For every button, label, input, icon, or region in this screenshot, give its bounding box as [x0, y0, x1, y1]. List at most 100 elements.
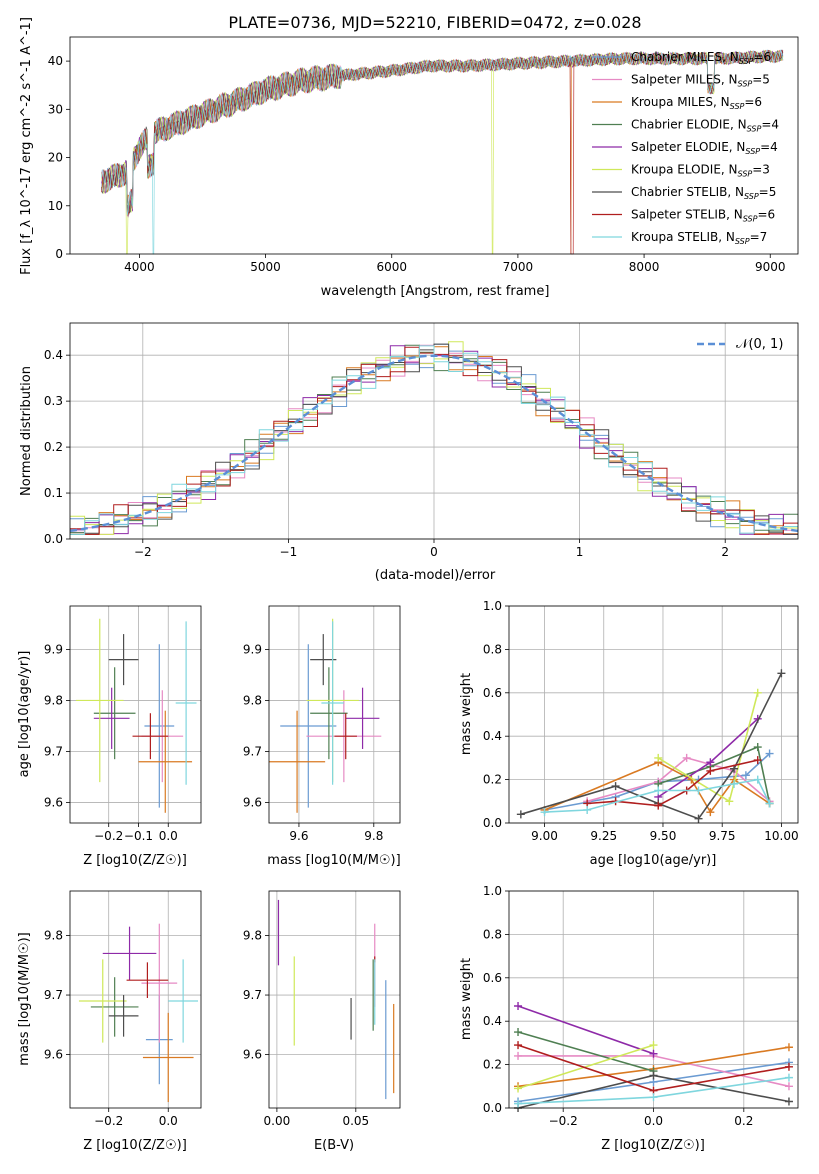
mass-weight-point-kroupa-stelib — [730, 779, 739, 788]
mass-weight-vs-age-plot-area — [509, 606, 798, 823]
x-tick-label: 9.6 — [289, 829, 308, 843]
mass-weight-point-chabrier-stelib — [784, 1097, 793, 1106]
errorbar-chabrier-elodie — [310, 667, 348, 760]
y-tick-label: 9.8 — [243, 929, 262, 943]
y-tick-label: 0.0 — [483, 1101, 502, 1115]
y-tick-label: 0.1 — [44, 486, 63, 500]
x-tick-label: −1 — [280, 545, 298, 559]
age-vs-metallicity-plot-area — [70, 606, 201, 823]
y-tick-label: 30 — [48, 102, 63, 116]
mass-weight-point-kroupa-elodie — [725, 797, 734, 806]
y-tick-label: 9.6 — [44, 1047, 63, 1061]
y-tick-label: 0.0 — [44, 532, 63, 546]
mass-weight-line-chabrier-miles — [544, 753, 771, 811]
y-tick-label: 9.6 — [243, 796, 262, 810]
mass-weight-vs-metallicity-marks: −0.2 0.0 0.2 0.0 0.2 0.4 0.6 0.8 1.0 — [483, 884, 798, 1128]
errorbar-kroupa-stelib — [168, 959, 199, 1043]
age-vs-mass-frame — [268, 605, 401, 824]
errorbar-salpeter-stelib — [334, 713, 357, 760]
histogram-legend: 𝒩(0, 1) — [697, 337, 783, 352]
x-tick-label: 9000 — [755, 260, 786, 274]
y-tick-label: 9.6 — [243, 1047, 262, 1061]
mass-weight-vs-metallicity-frame — [508, 890, 799, 1109]
histogram-ylabel: Normed distribution — [19, 366, 34, 496]
mass-weight-vs-age-panel: 9.00 9.25 9.50 9.75 10.000.00.20.40.60.81.0 … — [459, 599, 799, 868]
mass-weight-point-salpeter-elodie — [514, 1002, 523, 1011]
y-tick-label: 20 — [48, 151, 63, 165]
mass-vs-ebv-xlabel: E(B-V) — [314, 1138, 354, 1153]
errorbar-chabrier-stelib — [108, 995, 139, 1037]
mass-weight-vs-metallicity-panel: −0.2 0.0 0.2 0.0 0.2 0.4 0.6 0.8 1.0 Z [log10(Z/… — [459, 884, 799, 1153]
y-tick-label: 9.8 — [44, 929, 63, 943]
mass-weight-point-kroupa-stelib — [583, 805, 592, 814]
legend-text-chabrier-stelib: Chabrier STELIB, NSSP=5 — [631, 185, 776, 201]
mass-weight-point-kroupa-stelib — [540, 808, 549, 817]
legend-text-kroupa-stelib: Kroupa STELIB, NSSP=7 — [631, 230, 767, 246]
age-vs-metallicity-ylabel: age [log10(age/yr)] — [17, 651, 32, 778]
mass-vs-ebv-plot-area — [269, 891, 400, 1108]
x-tick-label: 0.0 — [159, 829, 178, 843]
x-tick-label: 6000 — [376, 260, 407, 274]
errorbar-kroupa-elodie — [75, 618, 124, 783]
x-tick-label: 9.8 — [364, 829, 383, 843]
y-tick-label: 0.4 — [483, 729, 502, 743]
x-tick-label: 9.50 — [650, 829, 677, 843]
histogram-panel: −2 −1 0 1 2 0.0 0.1 0.2 0.3 0.4 𝒩(0, 1) (data-mod… — [19, 322, 799, 583]
mass-weight-line-kroupa-elodie — [517, 1044, 654, 1090]
legend-text-salpeter-elodie: Salpeter ELODIE, NSSP=4 — [631, 140, 778, 156]
errorbar-chabrier-miles — [280, 644, 337, 808]
y-tick-label: 0.2 — [44, 440, 63, 454]
mass-vs-metallicity-marks: −0.2 0.0 9.6 9.7 9.8 — [44, 891, 201, 1128]
x-tick-label: 1 — [576, 545, 584, 559]
mass-weight-vs-metallicity-xlabel: Z [log10(Z/Z☉)] — [601, 1138, 705, 1153]
x-tick-label: −2 — [134, 545, 152, 559]
mass-weight-point-kroupa-elodie — [649, 1041, 658, 1050]
mass-weight-vs-age-xlabel: age [log10(age/yr)] — [590, 853, 717, 868]
errorbar-kroupa-stelib — [321, 621, 344, 785]
mass-weight-point-kroupa-stelib — [649, 1093, 658, 1102]
mass-vs-ebv-panel: 0.00 0.05 9.6 9.7 9.8 E(B-V) — [243, 890, 401, 1153]
age-vs-mass-plot-area — [269, 606, 400, 823]
mass-weight-point-kroupa-stelib — [654, 786, 663, 795]
y-tick-label: 0.0 — [483, 816, 502, 830]
errorbar-kroupa-miles — [269, 710, 326, 813]
spectrum-panel: 4000 5000 6000 7000 8000 9000 0 10 20 30 40 Chabri… — [19, 17, 799, 299]
histogram-xlabel: (data-model)/error — [375, 568, 496, 583]
mass-weight-point-salpeter-miles — [682, 753, 691, 762]
x-tick-label: 0.00 — [264, 1114, 291, 1128]
mass-weight-vs-metallicity-ylabel: mass weight — [459, 958, 474, 1040]
mass-vs-metallicity-plot-area — [70, 891, 201, 1108]
errorbar-salpeter-stelib — [126, 962, 169, 999]
mass-vs-metallicity-ylabel: mass [log10(M/M☉)] — [17, 932, 32, 1065]
errorbar-salpeter-elodie — [345, 687, 380, 749]
mass-weight-point-kroupa-stelib — [514, 1099, 523, 1108]
errorbar-chabrier-elodie — [93, 667, 136, 760]
mass-weight-line-chabrier-elodie — [657, 745, 771, 804]
spectrum-frame — [69, 36, 799, 255]
y-tick-label: 0.4 — [44, 348, 63, 362]
x-tick-label: 9.00 — [531, 829, 558, 843]
spectrum-line-chabrier-stelib — [101, 50, 784, 214]
y-tick-label: 9.7 — [243, 988, 262, 1002]
x-tick-label: −0.2 — [549, 1114, 578, 1128]
y-tick-label: 0.6 — [483, 686, 502, 700]
mass-vs-metallicity-panel: −0.2 0.0 9.6 9.7 9.8 Z [log10(Z/Z☉)] mass [l… — [17, 890, 202, 1153]
mass-weight-point-kroupa-stelib — [753, 775, 762, 784]
age-vs-mass-panel: 9.6 9.8 9.6 9.7 9.8 9.9 mass [log10(M/M☉)] — [243, 605, 401, 868]
x-tick-label: −0.2 — [94, 829, 123, 843]
y-tick-label: 9.9 — [243, 642, 262, 656]
mass-weight-point-kroupa-stelib — [765, 799, 774, 808]
spectrum-line-salpeter-elodie — [101, 50, 784, 218]
histogram-frame — [69, 322, 799, 540]
age-vs-metallicity-panel: −0.2 −0.1 0.09.69.79.89.9 Z [log10(Z/Z☉)] … — [17, 605, 202, 868]
mass-vs-metallicity-frame — [69, 890, 202, 1109]
x-tick-label: −0.1 — [124, 829, 153, 843]
mass-weight-point-kroupa-miles — [784, 1043, 793, 1052]
mass-weight-point-kroupa-stelib — [694, 786, 703, 795]
mass-weight-point-chabrier-stelib — [694, 814, 703, 823]
y-tick-label: 9.6 — [44, 796, 63, 810]
errorbar-salpeter-elodie — [102, 926, 157, 981]
mass-weight-point-chabrier-miles — [741, 771, 750, 780]
mass-weight-point-chabrier-stelib — [777, 669, 786, 678]
age-vs-metallicity-xlabel: Z [log10(Z/Z☉)] — [83, 853, 187, 868]
